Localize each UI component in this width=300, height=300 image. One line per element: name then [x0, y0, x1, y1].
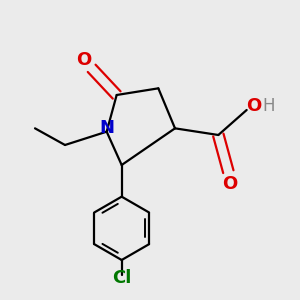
Text: H: H [262, 97, 275, 115]
Text: O: O [76, 51, 91, 69]
Text: O: O [222, 175, 238, 193]
Text: Cl: Cl [112, 269, 131, 287]
Text: O: O [246, 97, 262, 115]
Text: N: N [99, 119, 114, 137]
